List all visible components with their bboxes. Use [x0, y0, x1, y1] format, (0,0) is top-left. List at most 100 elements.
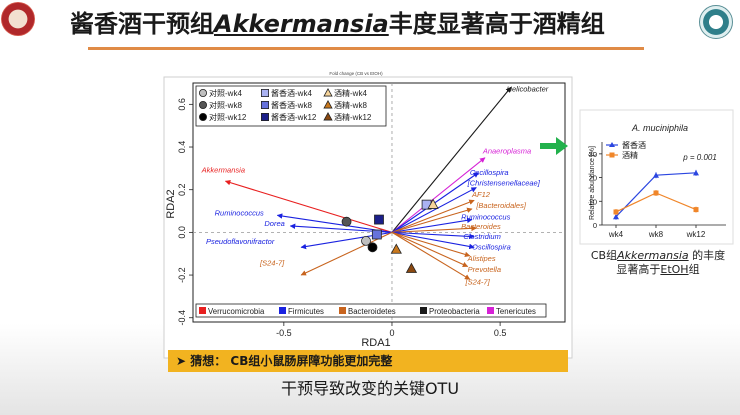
legend-marker: [260, 101, 269, 110]
rda-vector-arrow: [391, 231, 469, 268]
inset-y-tick-label: 0: [593, 221, 597, 230]
rda-sample-point: [341, 216, 352, 227]
phylum-legend-label: Proteobacteria: [429, 307, 480, 316]
phylum-swatch: [199, 307, 206, 314]
green-arrow-icon: [540, 137, 568, 155]
legend-group-label: 酒精-wk8: [334, 100, 367, 110]
rda-plot-frame: [192, 82, 566, 323]
phylum-legend-label: Tenericutes: [496, 307, 536, 316]
inset-point: [693, 169, 699, 176]
legend-group-label: 酱香酒-wk8: [271, 100, 312, 110]
inset-legend-label: 酒精: [622, 150, 638, 160]
caption-line2-pre: 显著高于: [616, 263, 661, 276]
rda-vector-label: Prevotella: [468, 265, 501, 274]
rda-vector-arrow: [391, 225, 477, 233]
rda-y-tick-label: 0.6: [177, 98, 187, 111]
rda-y-tick-label: 0.0: [177, 226, 187, 239]
rda-vector-label: Anaeroplasma: [482, 146, 531, 155]
rda-axis-ticks: -0.5 0 0.5 -0.4 -0.2 0.0 0.2 0.4 0.6: [177, 98, 506, 338]
legend-group-label: 酒精-wk4: [334, 88, 367, 98]
phylum-legend-label: Verrucomicrobia: [208, 307, 265, 316]
rda-vector-arrow: [391, 187, 477, 233]
inset-p-value: p = 0.001: [682, 153, 717, 162]
inset-legend-marker: [609, 152, 615, 158]
hypothesis-banner: [168, 350, 568, 372]
rda-vector-label: Ruminococcus: [215, 208, 264, 217]
rda-vector-arrow: [276, 213, 393, 233]
rda-vector-label: [Christensenellaceae]: [467, 178, 541, 187]
inset-x-tick-label: wk12: [686, 230, 706, 239]
rda-y-tick-label: 0.4: [177, 141, 187, 154]
rda-sample-point: [361, 236, 371, 246]
legend-marker: [198, 113, 207, 122]
inset-y-tick-label: 30: [589, 150, 597, 159]
rda-vectors: Helicobacter Akkermansia Anaeroplasma Oscil…: [201, 85, 549, 287]
inset-y-axis-label: Relative abundance [%]: [589, 146, 596, 220]
rda-phylum-legend: Verrucomicrobia Firmicutes Bacteroidetes Pr…: [195, 303, 547, 318]
legend-marker: [198, 89, 207, 98]
rda-y-tick-label: -0.4: [177, 310, 187, 326]
inset-axes: 0 10 20 30 wk4 wk8 wk12: [589, 142, 726, 239]
inset-y-tick-label: 10: [589, 197, 597, 206]
phylum-swatch: [420, 307, 427, 314]
caption-pre: CB组: [590, 249, 618, 262]
rda-sample-point: [367, 242, 378, 253]
rda-vector-label: Pseudoflavonifractor: [206, 237, 275, 246]
legend-group-label: 酱香酒-wk4: [271, 88, 312, 98]
hypothesis-banner-text: ➤ 猜想： CB组小鼠肠屏障功能更加完整: [176, 354, 393, 368]
slide-footer-caption: 干预导致改变的关键OTU: [280, 379, 460, 398]
rda-x-tick-label: -0.5: [276, 328, 292, 338]
inset-title: A. muciniphila: [631, 123, 688, 133]
legend-group-label: 对照-wk4: [209, 88, 242, 98]
rda-sample-point: [374, 214, 384, 225]
legend-group-label: 对照-wk12: [209, 112, 247, 122]
rda-sample-point: [390, 243, 402, 254]
rda-x-axis-label: RDA1: [361, 337, 390, 349]
caption-mid: 的丰度: [688, 249, 726, 262]
rda-sample-point: [405, 262, 418, 273]
university-emblem-logo-right: [699, 5, 733, 39]
legend-group-label: 酱香酒-wk12: [271, 112, 317, 122]
rda-vector-label: Akkermansia: [201, 166, 245, 175]
rda-vector-arrow: [391, 217, 473, 233]
title-italic-genus: Akkermansia: [214, 10, 389, 38]
rda-vector-arrow: [391, 86, 512, 233]
caption-line2-underlined: EtOH: [660, 263, 689, 276]
rda-vector-label: [S24-7]: [465, 278, 491, 287]
phylum-swatch: [339, 307, 346, 314]
legend-marker: [260, 89, 269, 98]
title-pre: 酱香酒干预组: [70, 10, 214, 38]
rda-y-axis-label: RDA2: [165, 189, 177, 218]
inset-x-tick-label: wk8: [648, 230, 664, 239]
phylum-legend-label: Firmicutes: [288, 307, 324, 316]
inset-point: [653, 190, 659, 196]
phylum-legend-label: Bacteroidetes: [348, 307, 396, 316]
rda-group-legend: 对照-wk4 酱香酒-wk4 酒精-wk4 对照-wk8 酱香酒-wk8 酒精-wk8 对照…: [195, 85, 387, 127]
rda-x-tick-label: 0.5: [494, 328, 507, 338]
inset-legend-marker: [609, 142, 615, 147]
caption-line2-post: 组: [688, 263, 700, 276]
legend-marker: [323, 100, 333, 109]
phylum-swatch: [279, 307, 286, 314]
rda-vector-arrow: [300, 231, 393, 276]
rda-vector-arrow: [391, 157, 486, 233]
rda-group-legend-box: [195, 85, 387, 127]
legend-marker: [260, 113, 269, 122]
legend-marker: [323, 88, 333, 97]
rda-vector-arrow: [391, 231, 475, 240]
rda-vector-label: Ruminococcus: [461, 213, 510, 222]
title-underline-rule: [88, 47, 644, 50]
rda-vector-label: Dorea: [264, 219, 284, 228]
rda-vector-label: Oscillospira: [472, 242, 511, 251]
rda-vector-label: [Bacteroidales]: [475, 201, 527, 210]
rda-vector-label: Helicobacter: [507, 85, 549, 94]
inset-point: [613, 209, 619, 215]
rda-vector-label: Alistipes: [467, 254, 496, 263]
inset-legend-label: 酱香酒: [622, 140, 646, 150]
rda-vector-label: Oscillospira: [470, 168, 509, 177]
rda-x-tick-label: 0: [389, 328, 394, 338]
rda-vector-label: Bacteroides: [461, 222, 501, 231]
